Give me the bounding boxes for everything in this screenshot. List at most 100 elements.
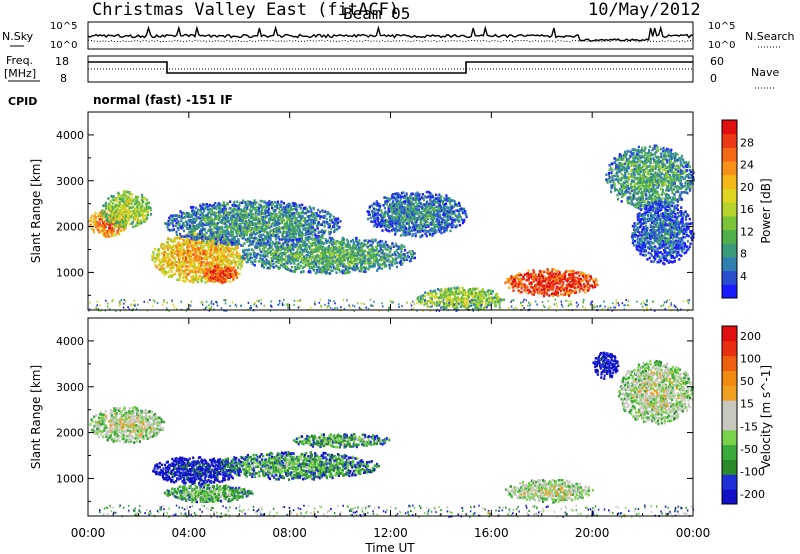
power-cell <box>212 211 215 214</box>
power-cell <box>135 215 138 218</box>
power-cell <box>387 255 390 259</box>
power-cell <box>465 297 468 300</box>
power-cell <box>279 252 282 256</box>
power-cell <box>360 263 363 266</box>
power-cell <box>287 238 290 241</box>
power-cell <box>376 208 379 212</box>
power-cell <box>445 298 448 302</box>
power-cell <box>444 224 447 228</box>
power-cell <box>461 221 464 225</box>
power-cell <box>92 220 95 224</box>
power-cell <box>134 224 137 228</box>
power-cell <box>110 219 113 223</box>
power-cell <box>397 222 400 226</box>
power-cell <box>444 208 447 211</box>
power-cell <box>447 289 450 293</box>
power-cell <box>381 262 384 266</box>
power-cell <box>307 210 310 213</box>
power-cell <box>232 247 235 250</box>
power-cell <box>330 265 333 269</box>
power-cell <box>316 227 319 230</box>
power-cell <box>312 250 315 254</box>
power-cell <box>328 261 331 265</box>
power-cell <box>119 217 122 221</box>
power-cell <box>410 212 413 215</box>
power-cell <box>134 217 137 220</box>
power-cell <box>231 253 234 257</box>
power-cell <box>358 239 361 242</box>
power-cell <box>211 244 214 247</box>
power-cell <box>437 216 440 219</box>
power-cell <box>180 212 183 215</box>
power-cell <box>363 256 366 260</box>
power-cell <box>278 217 282 220</box>
power-cell <box>402 231 405 235</box>
power-cell <box>270 215 273 219</box>
power-cell <box>106 234 109 237</box>
power-cell <box>250 228 253 232</box>
power-cell <box>440 288 443 291</box>
power-cell <box>363 239 366 243</box>
power-cell <box>423 303 426 306</box>
power-cell <box>94 218 97 221</box>
power-cell <box>177 241 181 244</box>
power-cell <box>401 218 405 221</box>
power-cell <box>397 195 400 199</box>
power-cell <box>210 270 213 274</box>
power-cell <box>212 240 215 243</box>
power-cell <box>204 263 207 266</box>
power-cell <box>375 247 379 251</box>
power-cell <box>249 204 252 207</box>
power-cell <box>182 222 185 225</box>
power-cell <box>141 204 144 208</box>
power-cell <box>142 214 145 218</box>
power-cell <box>193 228 196 232</box>
power-cell <box>333 245 336 249</box>
power-cell <box>520 278 523 281</box>
power-cell <box>316 253 319 257</box>
power-cell <box>463 218 466 222</box>
power-cell <box>214 265 217 268</box>
power-cell <box>276 245 279 248</box>
power-cell <box>431 194 434 197</box>
power-cell <box>211 270 214 273</box>
power-cell <box>410 203 413 207</box>
power-cell <box>316 270 319 274</box>
power-cell <box>266 214 269 218</box>
power-cell <box>120 229 123 232</box>
power-cell <box>399 261 402 264</box>
power-cell <box>223 205 226 208</box>
power-cell <box>230 266 233 270</box>
power-cell <box>226 253 229 256</box>
power-cell <box>206 242 209 245</box>
power-cell <box>191 231 194 235</box>
power-cell <box>416 219 419 222</box>
power-cell <box>473 292 476 295</box>
power-cell <box>543 270 546 274</box>
power-cell <box>108 228 111 232</box>
power-cell <box>328 223 331 226</box>
power-cell <box>294 269 297 272</box>
power-cell <box>394 242 397 246</box>
power-cell <box>128 197 131 201</box>
power-cell <box>281 217 284 220</box>
power-cell <box>163 247 166 251</box>
power-cell <box>299 211 302 215</box>
power-cell <box>399 228 402 231</box>
power-cell <box>352 243 355 246</box>
power-cell <box>463 211 466 215</box>
power-cell <box>313 219 317 222</box>
power-cell <box>376 204 380 207</box>
power-cell <box>285 234 288 237</box>
power-cell <box>275 264 278 268</box>
power-cell <box>214 267 217 270</box>
power-cell <box>286 249 289 252</box>
power-cell <box>443 302 446 305</box>
power-cell <box>326 222 329 226</box>
power-cell <box>360 260 363 264</box>
power-cell <box>287 202 290 206</box>
power-cell <box>278 238 281 241</box>
power-cell <box>409 211 412 215</box>
power-cell <box>89 223 92 227</box>
power-cell <box>311 230 314 234</box>
